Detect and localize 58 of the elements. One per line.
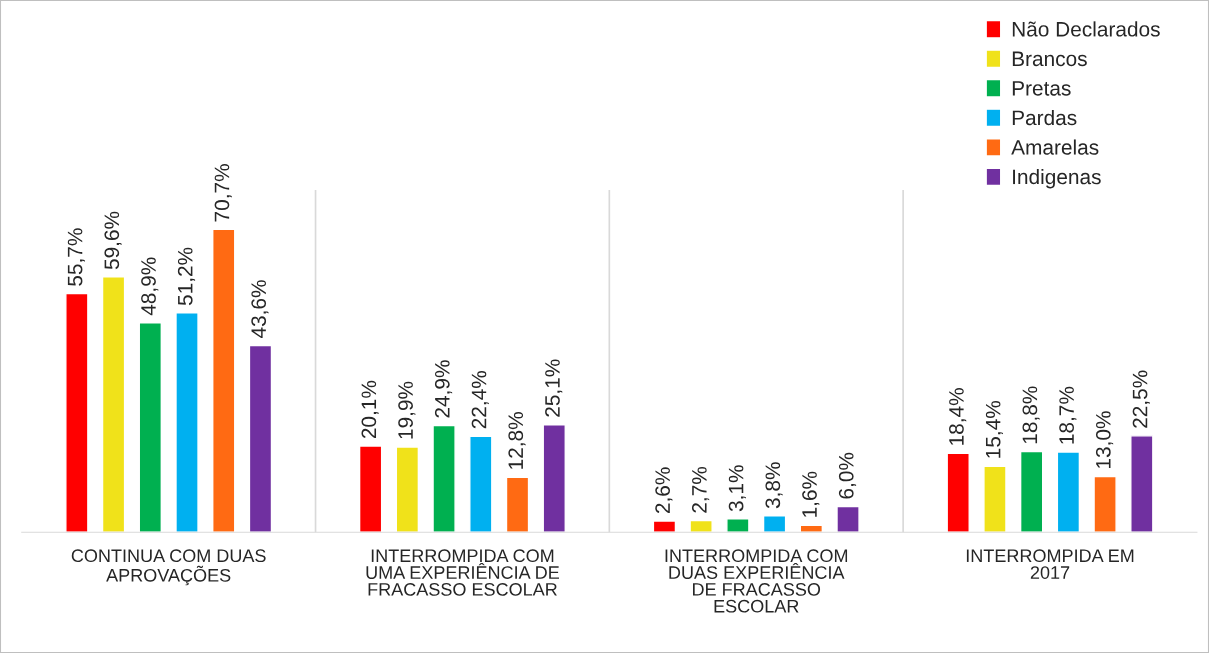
bar: [726, 518, 750, 533]
bar: [101, 276, 126, 533]
data-label: 59,6%: [104, 211, 122, 270]
legend-label: Amarelas: [1011, 139, 1099, 155]
data-label: 51,2%: [177, 247, 196, 306]
bar: [1130, 435, 1154, 533]
bar: [138, 322, 163, 533]
bar: [212, 228, 236, 533]
data-label: 2,6%: [655, 467, 673, 514]
legend-label: Pardas: [1012, 109, 1077, 126]
data-label: 18,7%: [1059, 386, 1077, 444]
bar: [762, 515, 787, 533]
bar: [946, 452, 970, 533]
bar: [175, 312, 199, 533]
data-label: 18,8%: [1022, 386, 1040, 444]
data-label: 43,6%: [251, 280, 269, 339]
bar: [542, 423, 566, 533]
data-label: 2,7%: [691, 466, 710, 513]
bar: [1056, 451, 1081, 533]
data-label: 6,0%: [838, 452, 857, 499]
data-label: 48,9%: [141, 257, 159, 316]
data-label: 3,1%: [728, 465, 746, 512]
bar: [358, 445, 383, 533]
legend-label: Indigenas: [1013, 168, 1101, 189]
legend-label: Pretas: [1012, 81, 1071, 96]
data-label: 25,1%: [545, 359, 563, 417]
bar: [1019, 450, 1044, 533]
data-label: 22,5%: [1132, 370, 1150, 428]
bar: [836, 505, 860, 533]
data-label: 15,4%: [985, 400, 1003, 458]
data-label: 55,7%: [67, 228, 85, 286]
bar: [248, 344, 273, 533]
data-label: 22,4%: [471, 370, 489, 429]
data-label: 1,6%: [802, 471, 820, 517]
bar: [799, 524, 824, 533]
data-label: 3,8%: [765, 462, 783, 509]
bar: [983, 465, 1007, 533]
x-tick-label: INTERROMPIDA COM UMA EXPERIÊNCIA DE FRACASSO ESCOLAR: [366, 549, 559, 596]
data-label: 20,1%: [361, 380, 379, 439]
x-tick-label: INTERROMPIDA COM DUAS EXPERIÊNCIA DE FRACASSO ESCOLAR: [665, 549, 848, 613]
x-tick-label: INTERROMPIDA EM 2017: [966, 549, 1134, 579]
x-tick-label: CONTINUA COM DUAS APROVAÇÕES: [71, 549, 266, 586]
data-label: 24,9%: [434, 360, 453, 418]
data-label: 70,7%: [214, 164, 232, 222]
data-label: 12,8%: [508, 412, 526, 469]
bar: [469, 435, 493, 533]
data-label: 13,0%: [1095, 411, 1114, 468]
bar: [395, 446, 420, 533]
bar: [505, 476, 530, 533]
bar: [652, 520, 677, 533]
data-label: 18,4%: [949, 388, 967, 445]
data-label: 19,9%: [398, 381, 416, 439]
bar: [689, 519, 713, 533]
bar: [65, 292, 89, 533]
legend-label: Não Declarados: [1012, 21, 1160, 37]
legend-label: Brancos: [1012, 51, 1087, 67]
bar: [1093, 475, 1117, 533]
bar: [432, 424, 456, 533]
